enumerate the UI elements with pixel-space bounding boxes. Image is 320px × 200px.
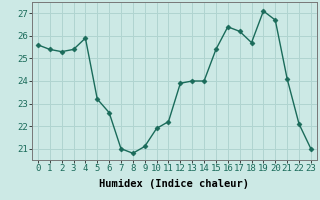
X-axis label: Humidex (Indice chaleur): Humidex (Indice chaleur) <box>100 179 249 189</box>
